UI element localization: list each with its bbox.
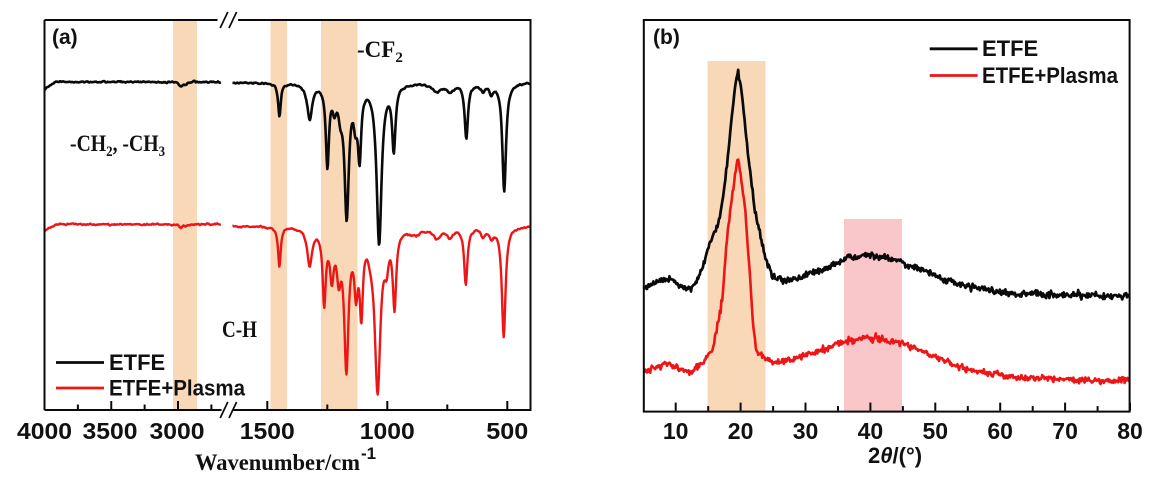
svg-text:1500: 1500 <box>240 418 295 444</box>
svg-text:3500: 3500 <box>83 418 138 444</box>
svg-text:500: 500 <box>486 418 528 444</box>
svg-text:-1: -1 <box>361 444 376 463</box>
svg-text:(a): (a) <box>52 26 78 49</box>
svg-text:C-H: C-H <box>222 317 257 342</box>
svg-text:40: 40 <box>858 418 884 444</box>
svg-text:80: 80 <box>1117 418 1143 444</box>
svg-text:10: 10 <box>663 418 689 444</box>
svg-text:60: 60 <box>987 418 1013 444</box>
svg-text:ETFE+Plasma: ETFE+Plasma <box>982 63 1119 88</box>
svg-text:2θ/(°): 2θ/(°) <box>868 443 922 468</box>
svg-text:ETFE+Plasma: ETFE+Plasma <box>109 376 246 401</box>
svg-text:ETFE: ETFE <box>982 36 1038 61</box>
svg-text:Wavenumber/cm: Wavenumber/cm <box>195 450 360 475</box>
svg-text:1000: 1000 <box>360 418 415 444</box>
svg-text:3000: 3000 <box>150 418 205 444</box>
svg-text:(b): (b) <box>653 26 680 49</box>
svg-text:50: 50 <box>923 418 949 444</box>
svg-text:20: 20 <box>728 418 754 444</box>
svg-text:70: 70 <box>1052 418 1078 444</box>
svg-text:-CH2, -CH3: -CH2, -CH3 <box>70 131 165 160</box>
svg-text:-CF2: -CF2 <box>357 37 403 66</box>
svg-text:ETFE: ETFE <box>109 350 165 375</box>
svg-text:4000: 4000 <box>17 418 72 444</box>
svg-text:30: 30 <box>793 418 819 444</box>
